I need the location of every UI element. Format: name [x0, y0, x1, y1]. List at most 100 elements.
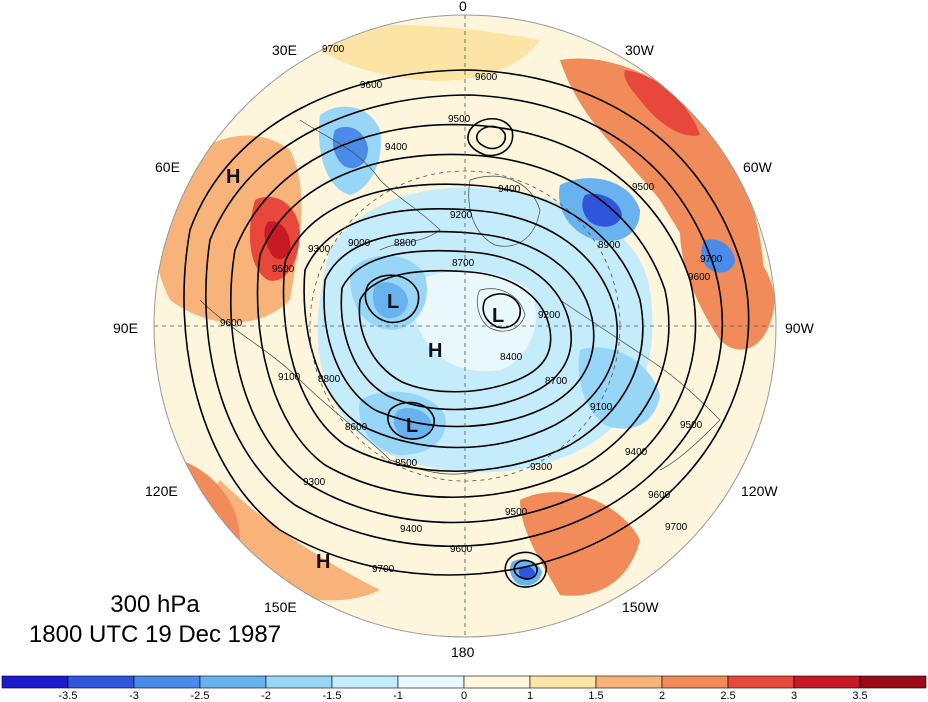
colorbar-swatch — [859, 675, 927, 689]
contour-9700 — [183, 69, 750, 576]
contour-label: 9300 — [308, 244, 331, 255]
colorbar-swatch — [1, 675, 69, 689]
contour-label: 8700 — [545, 376, 568, 387]
contour-label: 9300 — [530, 462, 553, 473]
high-center-label: H — [316, 551, 330, 573]
contour-label: 9200 — [538, 310, 561, 321]
contour-label: 9500 — [448, 114, 471, 125]
contour-label: 9700 — [372, 564, 395, 575]
contour-label: 9600 — [450, 544, 473, 555]
contour-label: 9400 — [385, 142, 408, 153]
colorbar: -3.5 -3 -2.5 -2 -1.5 -1 0 1 1.5 2 2.5 3 3.5 — [1, 675, 927, 702]
low-center-label: L — [406, 415, 418, 437]
contour-label: 9700 — [322, 44, 345, 55]
low-center-label: L — [387, 291, 399, 313]
contour-south-low — [504, 551, 547, 588]
colorbar-swatch — [463, 675, 531, 689]
shade-warm-northeast-core — [624, 70, 700, 136]
lon-label-right: 90W — [785, 320, 815, 336]
colorbar-tick-label: 3.5 — [852, 690, 867, 702]
colorbar-swatch — [727, 675, 795, 689]
contour-label: 9100 — [590, 402, 613, 413]
contour-label: 9600 — [648, 490, 671, 501]
contour-label: 8400 — [500, 352, 523, 363]
shade-cool-north-core — [332, 126, 368, 169]
shade-cool-right — [701, 239, 735, 273]
contour-label: 8800 — [394, 238, 417, 249]
lon-label-upper-left-b: 60E — [155, 159, 180, 175]
colorbar-tick-label: 2 — [659, 690, 665, 702]
contour-low-south — [387, 401, 435, 440]
colorbar-tick-label: 0 — [461, 690, 467, 702]
lon-label-upper-right-b: 60W — [743, 159, 773, 175]
lon-label-top: 0 — [459, 0, 467, 14]
shade-cool-south-low-core — [393, 407, 432, 440]
lon-label-lower-right-a: 120W — [741, 483, 778, 499]
contour-label: 9400 — [625, 447, 648, 458]
colorbar-swatch — [397, 675, 465, 689]
contour-south-low-inner — [513, 559, 538, 580]
colorbar-swatch — [529, 675, 597, 689]
colorbar-tick-label: 2.5 — [720, 690, 735, 702]
colorbar-tick-label: 1.5 — [588, 690, 603, 702]
lon-label-upper-left-a: 30E — [272, 42, 297, 58]
contour-9400 — [256, 153, 670, 498]
figure-title: 300 hPa 1800 UTC 19 Dec 1987 — [0, 590, 310, 650]
shade-warm-west-inner — [264, 221, 291, 260]
contour-label: 9700 — [665, 522, 688, 533]
colorbar-tick-label: -2.5 — [191, 690, 210, 702]
colorbar-tick-label: -3 — [129, 690, 139, 702]
contour-label: 9500 — [680, 420, 703, 431]
contour-9000 — [340, 250, 572, 411]
contour-9200 — [303, 208, 618, 449]
colorbar-swatch — [793, 675, 861, 689]
contour-9300 — [282, 183, 644, 473]
shade-cool-center-inner — [413, 270, 536, 372]
contour-label: 9500 — [272, 264, 295, 275]
colorbar-swatch — [133, 675, 201, 689]
contour-9100 — [323, 230, 595, 428]
colorbar-swatch — [67, 675, 135, 689]
low-center-label: L — [492, 305, 504, 327]
lon-label-upper-right-a: 30W — [625, 42, 655, 58]
contour-label-group: 9700 9600 9600 9500 9400 9400 9500 9200 … — [220, 44, 723, 575]
coastline-greenland — [468, 176, 541, 247]
contour-label: 9200 — [450, 210, 473, 221]
contour-north-high — [467, 117, 514, 157]
contour-label: 8700 — [452, 258, 475, 269]
coastline-arctic-islands — [476, 288, 526, 332]
lon-label-lower-left-a: 120E — [145, 483, 178, 499]
contour-label: 9000 — [348, 238, 371, 249]
contour-label: 8900 — [598, 240, 621, 251]
level-label: 300 hPa — [110, 591, 200, 618]
contour-label: 8800 — [318, 374, 341, 385]
pressure-centers: H L H L L H — [226, 166, 504, 573]
longitude-labels: 0 180 90E 90W 30E 60E 30W 60W 120E 150E … — [113, 0, 815, 660]
contour-label: 9600 — [220, 318, 243, 329]
high-center-label: H — [428, 340, 442, 362]
shade-warm-southeast — [520, 492, 640, 596]
lon-label-lower-left-b: 150E — [264, 599, 297, 615]
graticule — [154, 15, 776, 637]
colorbar-tick-label: 1 — [527, 690, 533, 702]
colorbar-tick-label: -1 — [393, 690, 403, 702]
contour-label: 9500 — [632, 182, 655, 193]
contour-label: 9400 — [498, 184, 521, 195]
high-center-label: H — [226, 166, 240, 188]
shade-warm-top — [300, 24, 540, 81]
contour-low-east — [482, 293, 521, 329]
colorbar-swatch — [661, 675, 729, 689]
coastline-north-america — [559, 299, 721, 471]
contour-label: 8600 — [345, 422, 368, 433]
colorbar-swatch — [265, 675, 333, 689]
contour-label: 9600 — [475, 72, 498, 83]
colorbar-swatch — [199, 675, 267, 689]
contour-low-north — [364, 274, 420, 324]
shade-cool-southeast-core — [518, 565, 535, 580]
contour-9600 — [205, 94, 724, 547]
colorbar-swatch — [595, 675, 663, 689]
lon-label-left: 90E — [113, 320, 138, 336]
contour-label: 9100 — [278, 372, 301, 383]
map-boundary — [153, 14, 777, 638]
